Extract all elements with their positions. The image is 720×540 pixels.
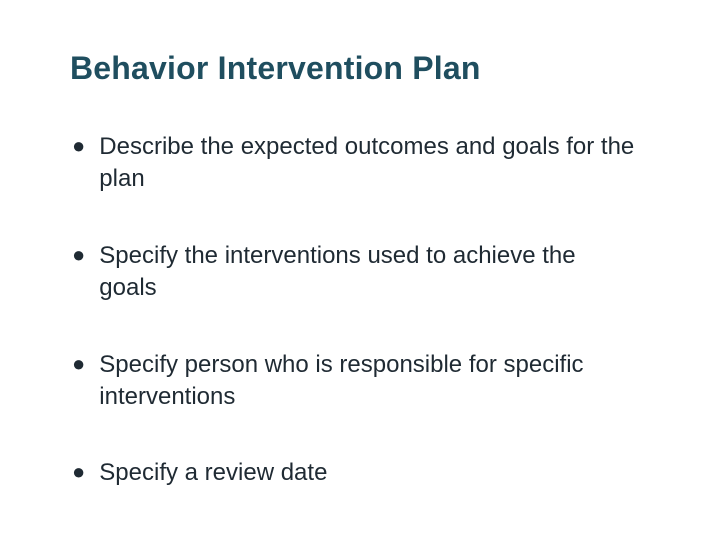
list-item: ● Describe the expected outcomes and goa… [70,131,650,196]
bullet-text: Specify a review date [99,457,327,489]
bullet-icon: ● [72,349,85,379]
bullet-text: Specify person who is responsible for sp… [99,349,639,414]
list-item: ● Specify person who is responsible for … [70,349,650,414]
bullet-icon: ● [72,240,85,270]
bullet-icon: ● [72,131,85,161]
bullet-list: ● Describe the expected outcomes and goa… [70,131,650,490]
bullet-icon: ● [72,457,85,487]
slide: Behavior Intervention Plan ● Describe th… [0,0,720,540]
bullet-text: Describe the expected outcomes and goals… [99,131,639,196]
bullet-text: Specify the interventions used to achiev… [99,240,639,305]
list-item: ● Specify a review date [70,457,650,489]
page-title: Behavior Intervention Plan [70,50,650,87]
list-item: ● Specify the interventions used to achi… [70,240,650,305]
